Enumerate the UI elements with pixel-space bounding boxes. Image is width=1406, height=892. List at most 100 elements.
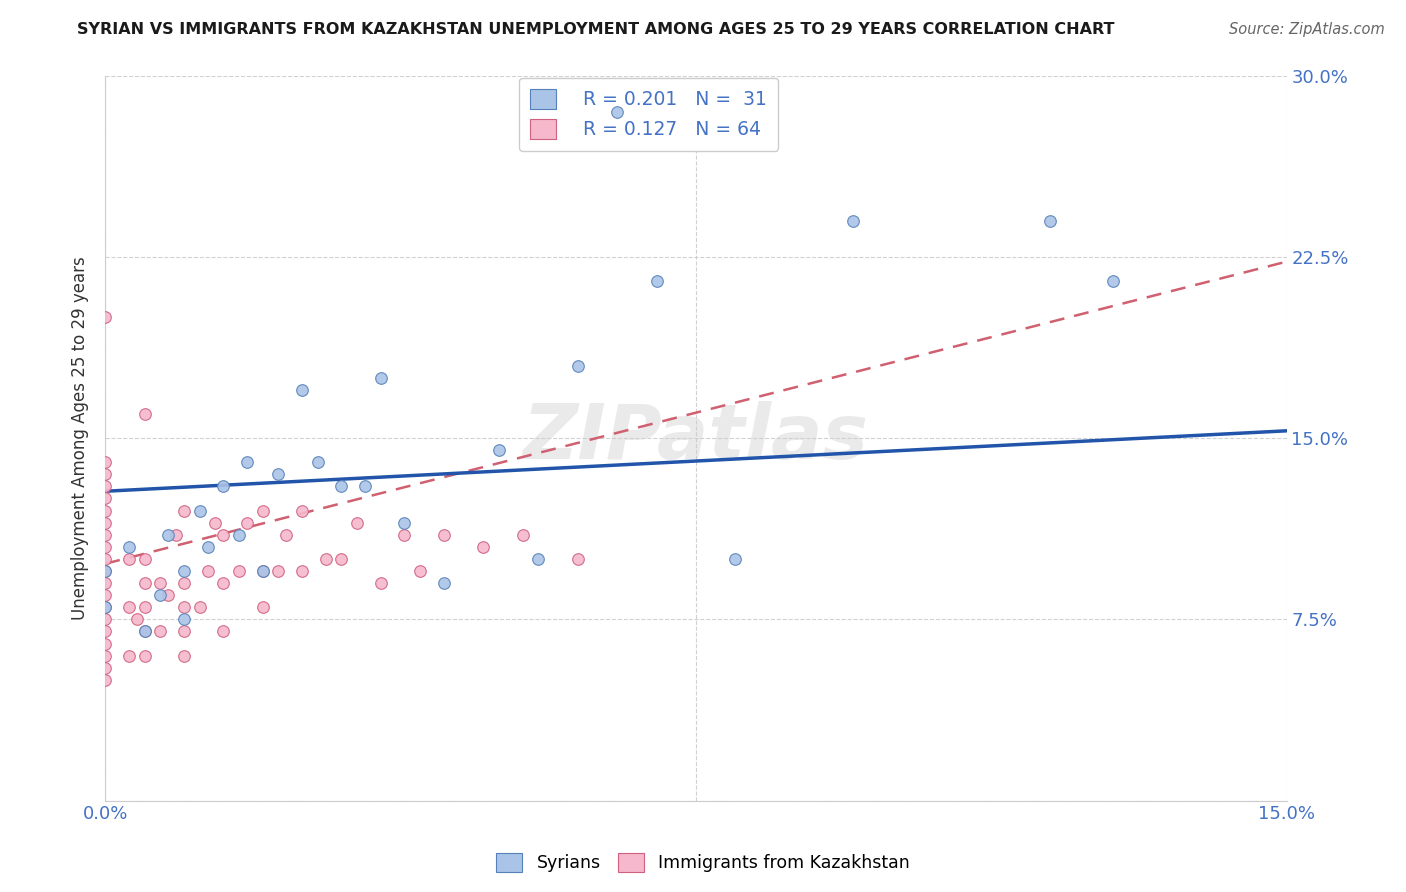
Point xyxy=(212,527,235,541)
Text: Source: ZipAtlas.com: Source: ZipAtlas.com xyxy=(1229,22,1385,37)
Point xyxy=(118,552,141,566)
Point xyxy=(724,552,747,566)
Point xyxy=(291,503,314,517)
Point xyxy=(252,600,274,615)
Point xyxy=(94,588,117,602)
Point xyxy=(94,310,117,325)
Y-axis label: Unemployment Among Ages 25 to 29 years: Unemployment Among Ages 25 to 29 years xyxy=(72,256,89,620)
Text: SYRIAN VS IMMIGRANTS FROM KAZAKHSTAN UNEMPLOYMENT AMONG AGES 25 TO 29 YEARS CORR: SYRIAN VS IMMIGRANTS FROM KAZAKHSTAN UNE… xyxy=(77,22,1115,37)
Point xyxy=(94,600,117,615)
Point xyxy=(197,540,219,554)
Point xyxy=(94,564,117,578)
Point xyxy=(252,564,274,578)
Point xyxy=(94,527,117,541)
Point xyxy=(212,479,235,493)
Point xyxy=(228,564,250,578)
Point xyxy=(149,624,172,639)
Point xyxy=(307,455,329,469)
Point xyxy=(567,552,589,566)
Point xyxy=(842,213,865,227)
Point xyxy=(1039,213,1062,227)
Point xyxy=(94,564,117,578)
Point xyxy=(173,503,195,517)
Point xyxy=(472,540,495,554)
Point xyxy=(173,600,195,615)
Point xyxy=(252,503,274,517)
Point xyxy=(94,648,117,663)
Point xyxy=(228,527,250,541)
Point xyxy=(157,588,180,602)
Point xyxy=(149,576,172,591)
Point xyxy=(276,527,298,541)
Text: ZIPatlas: ZIPatlas xyxy=(523,401,869,475)
Point xyxy=(165,527,187,541)
Point xyxy=(94,540,117,554)
Point xyxy=(204,516,226,530)
Legend: Syrians, Immigrants from Kazakhstan: Syrians, Immigrants from Kazakhstan xyxy=(489,846,917,879)
Point xyxy=(512,527,534,541)
Point xyxy=(134,600,156,615)
Point xyxy=(527,552,550,566)
Point xyxy=(94,624,117,639)
Point xyxy=(433,576,456,591)
Point xyxy=(346,516,368,530)
Point xyxy=(370,576,392,591)
Point xyxy=(606,104,628,119)
Point xyxy=(330,552,353,566)
Point xyxy=(433,527,456,541)
Point xyxy=(94,491,117,506)
Point xyxy=(315,552,337,566)
Point xyxy=(94,455,117,469)
Point xyxy=(267,467,290,482)
Point xyxy=(94,467,117,482)
Point xyxy=(291,383,314,397)
Point xyxy=(118,648,141,663)
Point xyxy=(370,370,392,384)
Point xyxy=(330,479,353,493)
Point xyxy=(173,612,195,626)
Point xyxy=(94,479,117,493)
Point xyxy=(197,564,219,578)
Point xyxy=(267,564,290,578)
Point xyxy=(94,673,117,687)
Point xyxy=(134,624,156,639)
Point xyxy=(94,516,117,530)
Point xyxy=(94,661,117,675)
Point xyxy=(173,576,195,591)
Point xyxy=(394,516,416,530)
Point xyxy=(188,503,211,517)
Point xyxy=(134,407,156,421)
Point xyxy=(409,564,432,578)
Point xyxy=(212,576,235,591)
Point xyxy=(394,527,416,541)
Point xyxy=(125,612,148,626)
Point xyxy=(1102,274,1125,288)
Point xyxy=(567,359,589,373)
Point xyxy=(149,588,172,602)
Point xyxy=(188,600,211,615)
Point xyxy=(173,564,195,578)
Point xyxy=(157,527,180,541)
Point xyxy=(236,516,259,530)
Point xyxy=(94,576,117,591)
Point xyxy=(134,648,156,663)
Point xyxy=(94,503,117,517)
Point xyxy=(134,624,156,639)
Point xyxy=(291,564,314,578)
Point xyxy=(94,612,117,626)
Point xyxy=(354,479,377,493)
Point xyxy=(134,552,156,566)
Legend:   R = 0.201   N =  31,   R = 0.127   N = 64: R = 0.201 N = 31, R = 0.127 N = 64 xyxy=(519,78,779,151)
Point xyxy=(94,552,117,566)
Point xyxy=(134,576,156,591)
Point xyxy=(94,636,117,650)
Point xyxy=(212,624,235,639)
Point xyxy=(236,455,259,469)
Point xyxy=(645,274,668,288)
Point xyxy=(252,564,274,578)
Point xyxy=(118,540,141,554)
Point xyxy=(173,648,195,663)
Point xyxy=(173,624,195,639)
Point xyxy=(94,600,117,615)
Point xyxy=(118,600,141,615)
